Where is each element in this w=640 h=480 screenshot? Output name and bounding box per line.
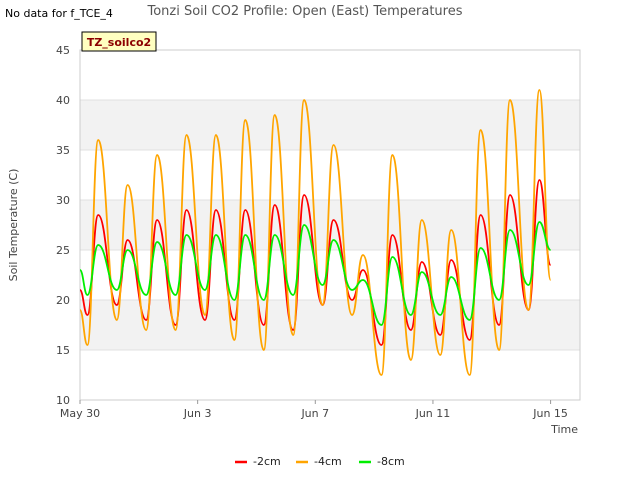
y-tick-label: 15 (56, 344, 70, 357)
legend-label: -2cm (253, 455, 281, 468)
y-tick-label: 40 (56, 94, 70, 107)
station-badge-label: TZ_soilco2 (87, 36, 151, 49)
y-tick-label: 45 (56, 44, 70, 57)
y-tick-label: 35 (56, 144, 70, 157)
y-axis-label: Soil Temperature (C) (7, 169, 20, 282)
series-line (79, 221, 552, 326)
x-tick-label: Jun 3 (183, 407, 212, 420)
x-axis-label: Time (550, 423, 578, 436)
series-line (79, 89, 552, 376)
station-badge-box (81, 31, 157, 52)
y-tick-label: 20 (56, 294, 70, 307)
plot-area (79, 49, 581, 401)
x-tick-label: Jun 11 (415, 407, 451, 420)
no-data-note: No data for f_TCE_4 (5, 7, 113, 20)
grid-band (80, 300, 580, 350)
chart-title: Tonzi Soil CO2 Profile: Open (East) Temp… (146, 4, 462, 19)
x-tick-label: Jun 7 (300, 407, 329, 420)
legend: -2cm -4cm -8cm (235, 455, 405, 468)
x-axis-ticks: May 30 Jun 3 Jun 7 Jun 11 Jun 15 (60, 400, 568, 420)
y-tick-label: 10 (56, 394, 70, 407)
legend-label: -8cm (377, 455, 405, 468)
series-line (79, 179, 552, 346)
series-lines (79, 89, 552, 376)
y-tick-label: 30 (56, 194, 70, 207)
x-tick-label: May 30 (60, 407, 100, 420)
grid-band (80, 100, 580, 150)
y-tick-label: 25 (56, 244, 70, 257)
y-axis-ticks: 10 15 20 25 30 35 40 45 (56, 44, 70, 407)
grid-band (80, 350, 580, 400)
grid-band (80, 50, 580, 100)
legend-label: -4cm (314, 455, 342, 468)
x-tick-label: Jun 15 (532, 407, 568, 420)
station-badge: TZ_soilco2 (81, 31, 157, 52)
